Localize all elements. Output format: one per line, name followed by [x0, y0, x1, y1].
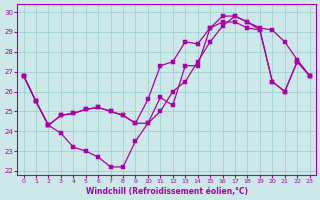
X-axis label: Windchill (Refroidissement éolien,°C): Windchill (Refroidissement éolien,°C)	[85, 187, 248, 196]
